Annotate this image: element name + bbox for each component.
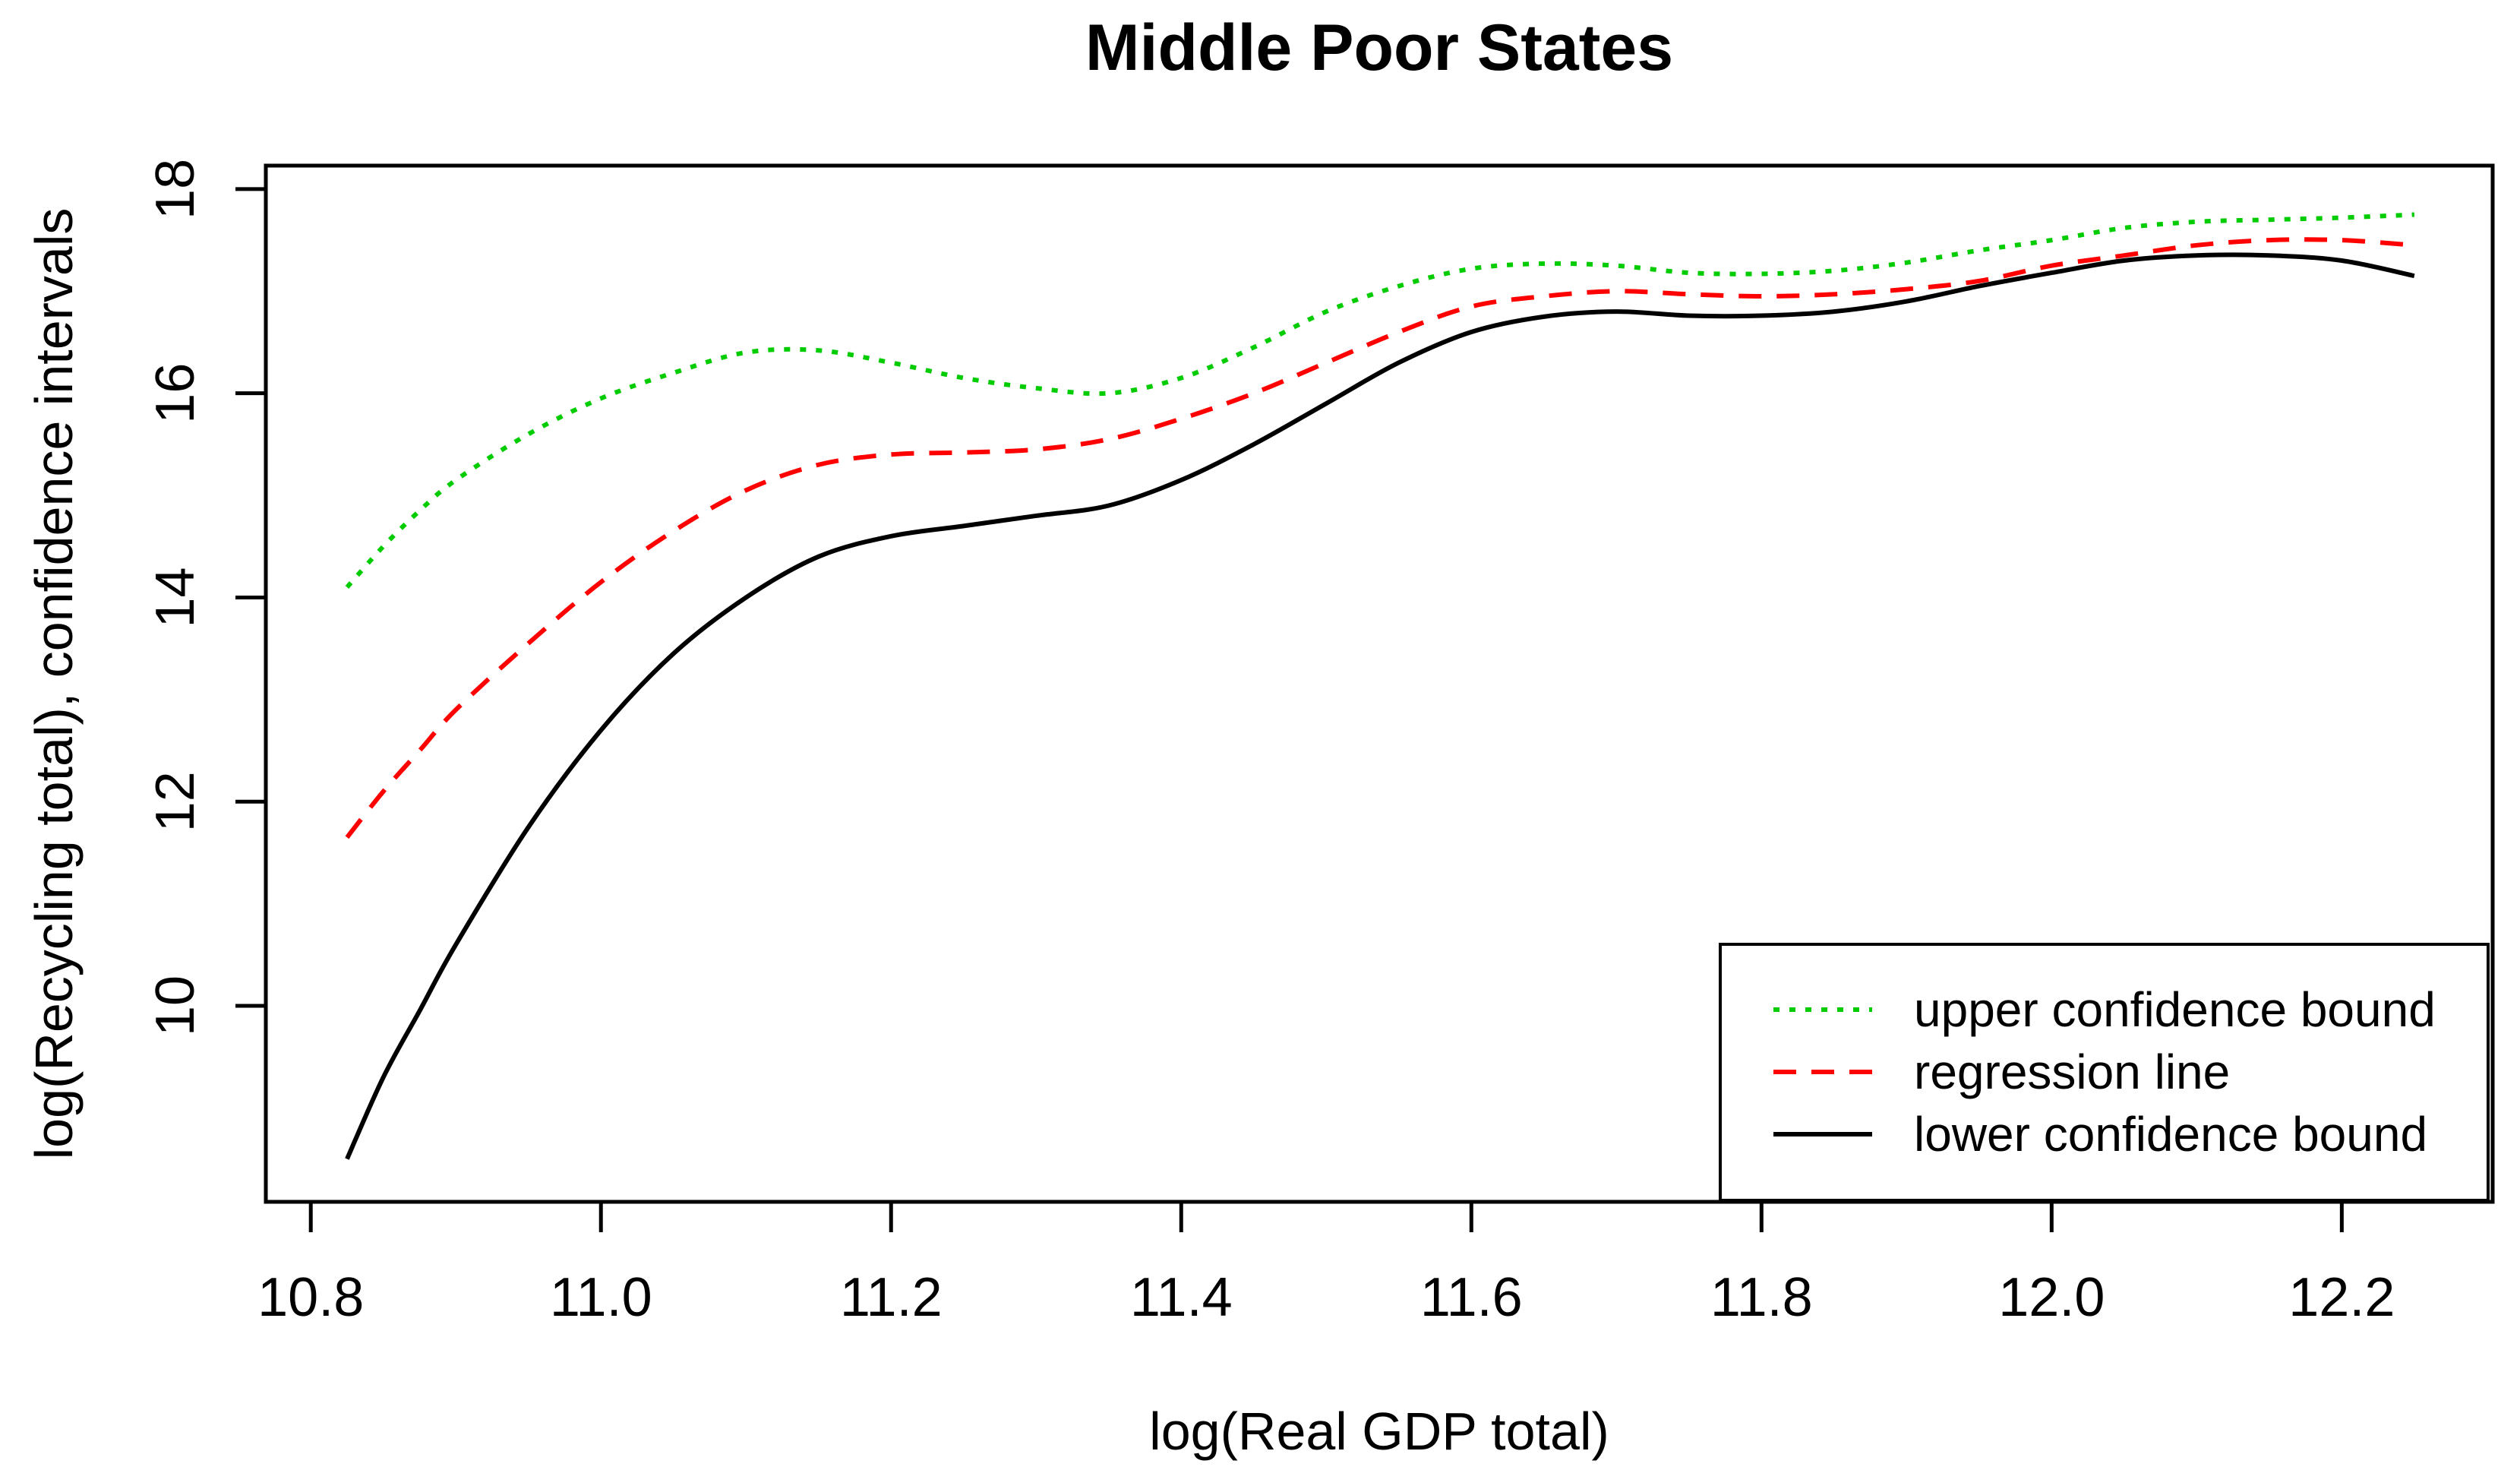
- x-axis-tick-label: 11.4: [1130, 1267, 1233, 1328]
- x-axis-tick-label: 12.2: [2288, 1267, 2395, 1328]
- x-axis-tick-label: 12.0: [1998, 1267, 2105, 1328]
- x-axis-tick-label: 11.6: [1420, 1267, 1523, 1328]
- legend-label: regression line: [1914, 1045, 2230, 1099]
- y-axis-tick-label: 18: [145, 159, 206, 220]
- series-line-dashed-1: [345, 237, 2415, 839]
- x-axis-tick-label: 11.0: [550, 1267, 652, 1328]
- y-axis-tick-label: 10: [145, 975, 206, 1036]
- y-axis-tick-label: 12: [145, 771, 206, 832]
- series-line-solid-2: [345, 252, 2415, 1160]
- y-axis-tick-label: 16: [145, 363, 206, 424]
- chart-title: Middle Poor States: [1085, 11, 1673, 84]
- legend-box: [1719, 943, 2490, 1202]
- y-axis-tick-label: 14: [145, 567, 206, 628]
- x-axis-label: log(Real GDP total): [1149, 1402, 1609, 1461]
- x-axis-tick-label: 10.8: [257, 1267, 364, 1328]
- plot-border: [264, 163, 2495, 1204]
- x-axis-tick-label: 11.8: [1710, 1267, 1813, 1328]
- legend-label: upper confidence bound: [1914, 982, 2436, 1037]
- y-axis-label: log(Recycling total), confidence interva…: [24, 208, 84, 1160]
- series-line-dotted-0: [345, 212, 2414, 589]
- legend-label: lower confidence bound: [1914, 1107, 2427, 1162]
- x-axis-tick-label: 11.2: [840, 1267, 943, 1328]
